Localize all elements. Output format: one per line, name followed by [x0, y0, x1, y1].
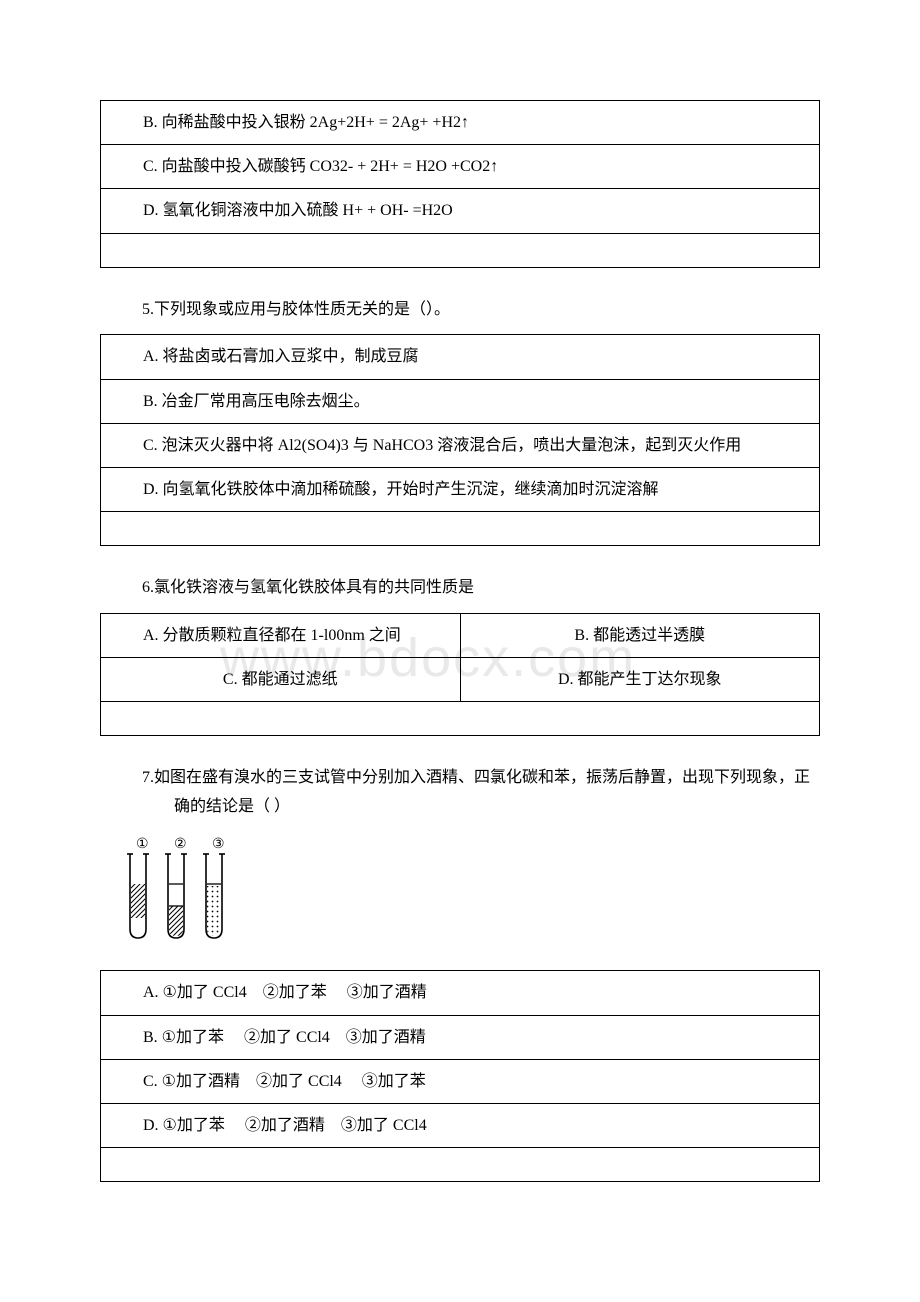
svg-text:①: ①: [136, 837, 149, 852]
q6-option-b: B. 都能透过半透膜: [460, 613, 820, 657]
q4-option-c: C. 向盐酸中投入碳酸钙 CO32- + 2H+ = H2O +CO2↑: [101, 145, 820, 189]
q7-option-c: C. ①加了酒精 ②加了 CCl4 ③加了苯: [101, 1059, 820, 1103]
q4-options-table: B. 向稀盐酸中投入银粉 2Ag+2H+ = 2Ag+ +H2↑ C. 向盐酸中…: [100, 100, 820, 268]
q7-options-table: A. ①加了 CCl4 ②加了苯 ③加了酒精 B. ①加了苯 ②加了 CCl4 …: [100, 970, 820, 1182]
q4-option-b: B. 向稀盐酸中投入银粉 2Ag+2H+ = 2Ag+ +H2↑: [101, 101, 820, 145]
q6-options-table: A. 分散质颗粒直径都在 1-l00nm 之间 B. 都能透过半透膜 C. 都能…: [100, 613, 820, 736]
q6-empty-row: [101, 702, 820, 736]
tube-3-icon: ③: [203, 837, 225, 938]
q5-option-a: A. 将盐卤或石膏加入豆浆中，制成豆腐: [101, 335, 820, 379]
q6-option-a: A. 分散质颗粒直径都在 1-l00nm 之间: [101, 613, 461, 657]
q5-option-b: B. 冶金厂常用高压电除去烟尘。: [101, 379, 820, 423]
q7-stem: 7.如图在盛有溴水的三支试管中分别加入酒精、四氯化碳和苯，振荡后静置，出现下列现…: [100, 764, 820, 822]
q5-options-table: A. 将盐卤或石膏加入豆浆中，制成豆腐 B. 冶金厂常用高压电除去烟尘。 C. …: [100, 334, 820, 546]
svg-text:③: ③: [212, 837, 225, 852]
q4-option-d: D. 氢氧化铜溶液中加入硫酸 H+ + OH- =H2O: [101, 189, 820, 233]
q5-option-c: C. 泡沫灭火器中将 Al2(SO4)3 与 NaHCO3 溶液混合后，喷出大量…: [101, 423, 820, 467]
q5-stem: 5.下列现象或应用与胶体性质无关的是（）。: [100, 296, 820, 325]
q6-option-c: C. 都能通过滤纸: [101, 658, 461, 702]
tube-2-icon: ②: [165, 837, 187, 938]
svg-text:②: ②: [174, 837, 187, 852]
q7-option-a: A. ①加了 CCl4 ②加了苯 ③加了酒精: [101, 971, 820, 1015]
q7-option-d: D. ①加了苯 ②加了酒精 ③加了 CCl4: [101, 1104, 820, 1148]
q4-empty-row: [101, 233, 820, 267]
q7-option-b: B. ①加了苯 ②加了 CCl4 ③加了酒精: [101, 1015, 820, 1059]
q7-test-tubes-figure: ① ②: [120, 834, 820, 953]
q6-option-d: D. 都能产生丁达尔现象: [460, 658, 820, 702]
page-content: B. 向稀盐酸中投入银粉 2Ag+2H+ = 2Ag+ +H2↑ C. 向盐酸中…: [100, 100, 820, 1182]
q7-empty-row: [101, 1148, 820, 1182]
q5-option-d: D. 向氢氧化铁胶体中滴加稀硫酸，开始时产生沉淀，继续滴加时沉淀溶解: [101, 467, 820, 511]
tube-1-icon: ①: [127, 837, 149, 938]
q5-empty-row: [101, 512, 820, 546]
q6-stem: 6.氯化铁溶液与氢氧化铁胶体具有的共同性质是: [100, 574, 820, 603]
